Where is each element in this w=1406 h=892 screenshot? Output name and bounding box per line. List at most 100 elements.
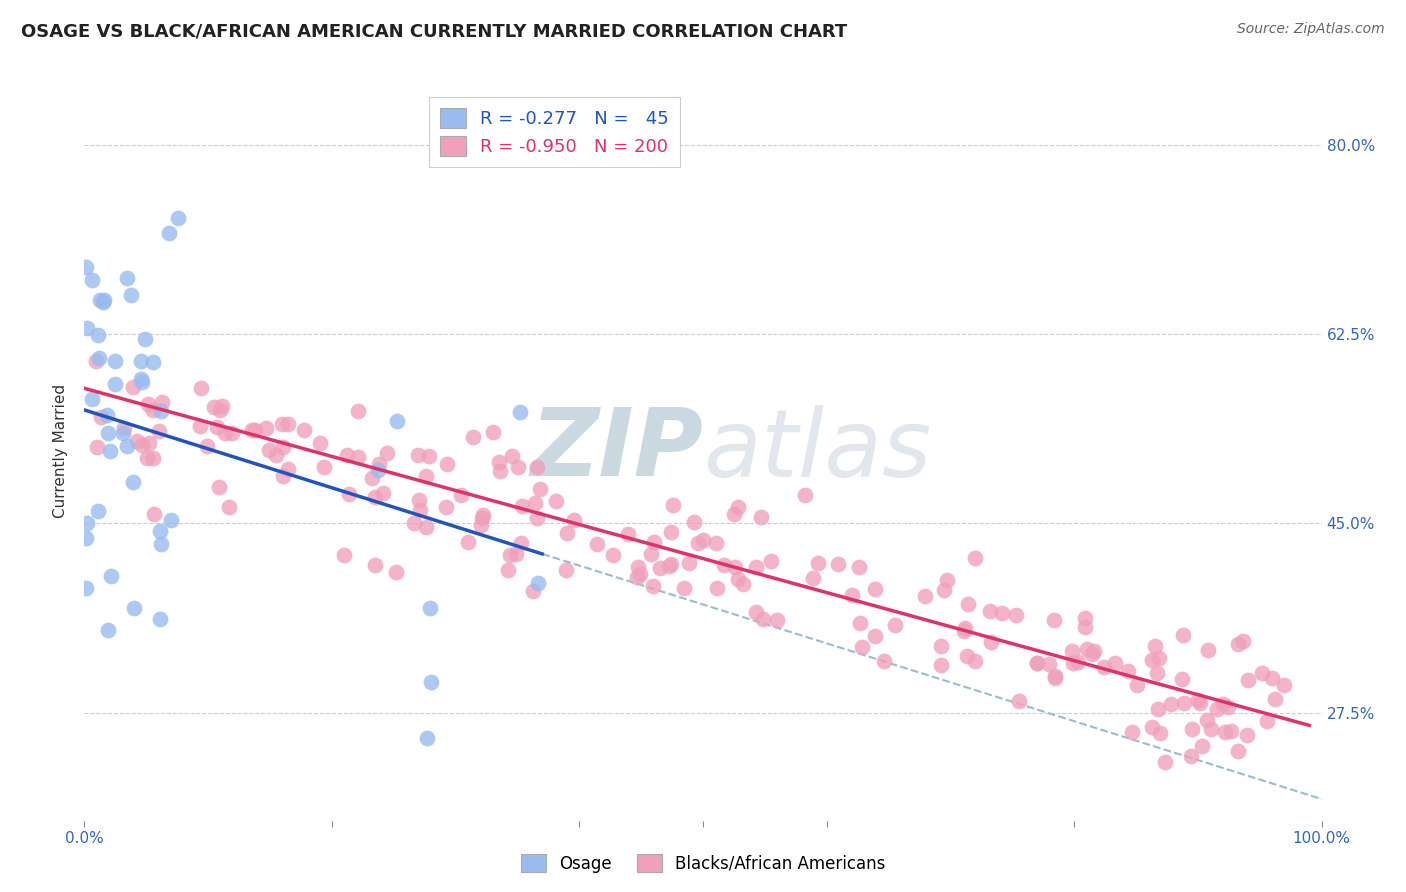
Point [450, 488, 472, 502]
Point [1197, 643, 1219, 657]
Point [509, 405, 531, 419]
Point [564, 513, 586, 527]
Point [332, 548, 354, 562]
Point [271, 440, 294, 454]
Point [640, 547, 662, 561]
Point [420, 675, 443, 690]
Point [1197, 713, 1219, 727]
Point [641, 578, 664, 592]
Point [659, 557, 682, 571]
Point [801, 571, 824, 585]
Point [142, 507, 165, 521]
Point [1206, 702, 1229, 716]
Point [706, 581, 728, 595]
Point [659, 524, 682, 539]
Point [157, 226, 180, 240]
Point [749, 510, 772, 524]
Text: ZIP: ZIP [530, 404, 703, 497]
Point [82, 392, 104, 406]
Point [254, 420, 277, 434]
Point [112, 421, 135, 435]
Point [529, 482, 551, 496]
Point [419, 600, 441, 615]
Point [1171, 673, 1194, 687]
Point [849, 616, 872, 631]
Point [1236, 728, 1258, 742]
Point [129, 372, 152, 386]
Point [523, 496, 546, 510]
Point [1038, 657, 1060, 672]
Point [434, 500, 457, 515]
Point [848, 559, 870, 574]
Text: OSAGE VS BLACK/AFRICAN AMERICAN CURRENTLY MARRIED CORRELATION CHART: OSAGE VS BLACK/AFRICAN AMERICAN CURRENTL… [21, 22, 848, 40]
Point [884, 617, 907, 632]
Point [408, 448, 430, 462]
Point [643, 534, 665, 549]
Point [865, 582, 887, 597]
Point [678, 556, 700, 570]
Point [1261, 671, 1284, 685]
Point [1149, 726, 1171, 740]
Point [205, 419, 228, 434]
Point [1220, 723, 1243, 738]
Point [1147, 702, 1170, 716]
Point [1008, 694, 1031, 708]
Point [457, 534, 479, 549]
Point [463, 430, 485, 444]
Point [628, 566, 651, 581]
Point [150, 394, 173, 409]
Point [602, 548, 624, 562]
Point [929, 657, 952, 672]
Point [363, 490, 385, 504]
Point [1076, 642, 1098, 657]
Point [138, 436, 160, 450]
Point [1264, 691, 1286, 706]
Point [409, 502, 432, 516]
Point [793, 488, 815, 502]
Point [208, 403, 231, 417]
Point [361, 471, 384, 485]
Point [626, 570, 648, 584]
Point [367, 463, 389, 477]
Point [472, 508, 495, 522]
Point [713, 558, 735, 572]
Point [142, 403, 165, 417]
Point [195, 440, 218, 454]
Point [704, 536, 727, 550]
Point [471, 511, 494, 525]
Point [221, 426, 243, 441]
Point [76, 321, 98, 335]
Point [257, 442, 280, 457]
Point [963, 550, 986, 565]
Point [292, 423, 315, 437]
Point [131, 375, 153, 389]
Point [131, 438, 153, 452]
Point [408, 493, 430, 508]
Point [1173, 628, 1195, 642]
Point [159, 513, 181, 527]
Point [496, 563, 519, 577]
Point [662, 498, 685, 512]
Point [1043, 671, 1066, 685]
Point [522, 584, 544, 599]
Point [544, 494, 567, 508]
Point [1191, 739, 1213, 754]
Point [1144, 639, 1167, 653]
Point [1043, 613, 1066, 627]
Point [363, 558, 385, 572]
Point [627, 559, 650, 574]
Point [682, 515, 704, 529]
Point [863, 629, 886, 643]
Point [470, 517, 492, 532]
Point [211, 400, 233, 414]
Point [1062, 656, 1084, 670]
Point [208, 480, 231, 494]
Point [336, 448, 359, 462]
Point [1121, 725, 1143, 739]
Point [1226, 743, 1249, 757]
Point [1026, 656, 1049, 670]
Point [505, 547, 527, 561]
Point [555, 564, 578, 578]
Point [418, 449, 440, 463]
Point [510, 536, 533, 550]
